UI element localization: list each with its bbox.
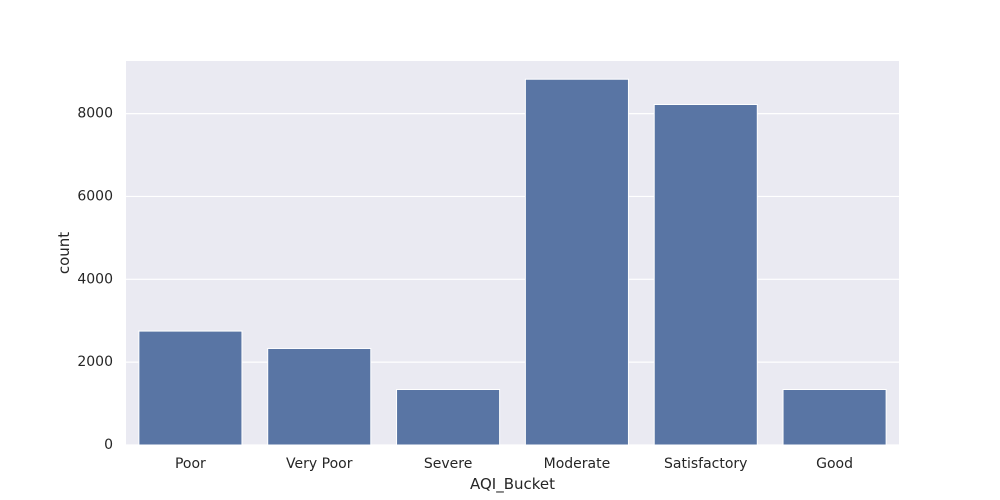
- bar-poor: [138, 330, 243, 446]
- y-axis-title: count: [55, 232, 73, 274]
- x-tick-label: Good: [816, 456, 853, 472]
- bar-severe: [396, 388, 501, 446]
- y-tick-label: 4000: [77, 271, 113, 287]
- grid-lines: [126, 113, 899, 446]
- x-tick-label: Satisfactory: [664, 456, 747, 472]
- bar-moderate: [524, 78, 629, 446]
- bar-good: [782, 388, 887, 446]
- y-tick-label: 8000: [77, 106, 113, 122]
- plot-background: [126, 61, 899, 445]
- bars: [138, 78, 887, 446]
- y-tick-labels: 0 2000 4000 6000 8000: [77, 106, 113, 453]
- x-axis-title: AQI_Bucket: [470, 475, 555, 494]
- x-tick-label: Poor: [175, 456, 206, 472]
- x-tick-label: Moderate: [544, 456, 611, 472]
- x-tick-label: Very Poor: [286, 456, 353, 472]
- y-tick-label: 2000: [77, 354, 113, 370]
- bar-satisfactory: [653, 103, 758, 446]
- x-tick-labels: Poor Very Poor Severe Moderate Satisfactory G…: [175, 456, 853, 472]
- x-tick-label: Severe: [424, 456, 472, 472]
- bar-very-poor: [267, 347, 372, 446]
- y-tick-label: 6000: [77, 188, 113, 204]
- y-tick-label: 0: [104, 437, 113, 453]
